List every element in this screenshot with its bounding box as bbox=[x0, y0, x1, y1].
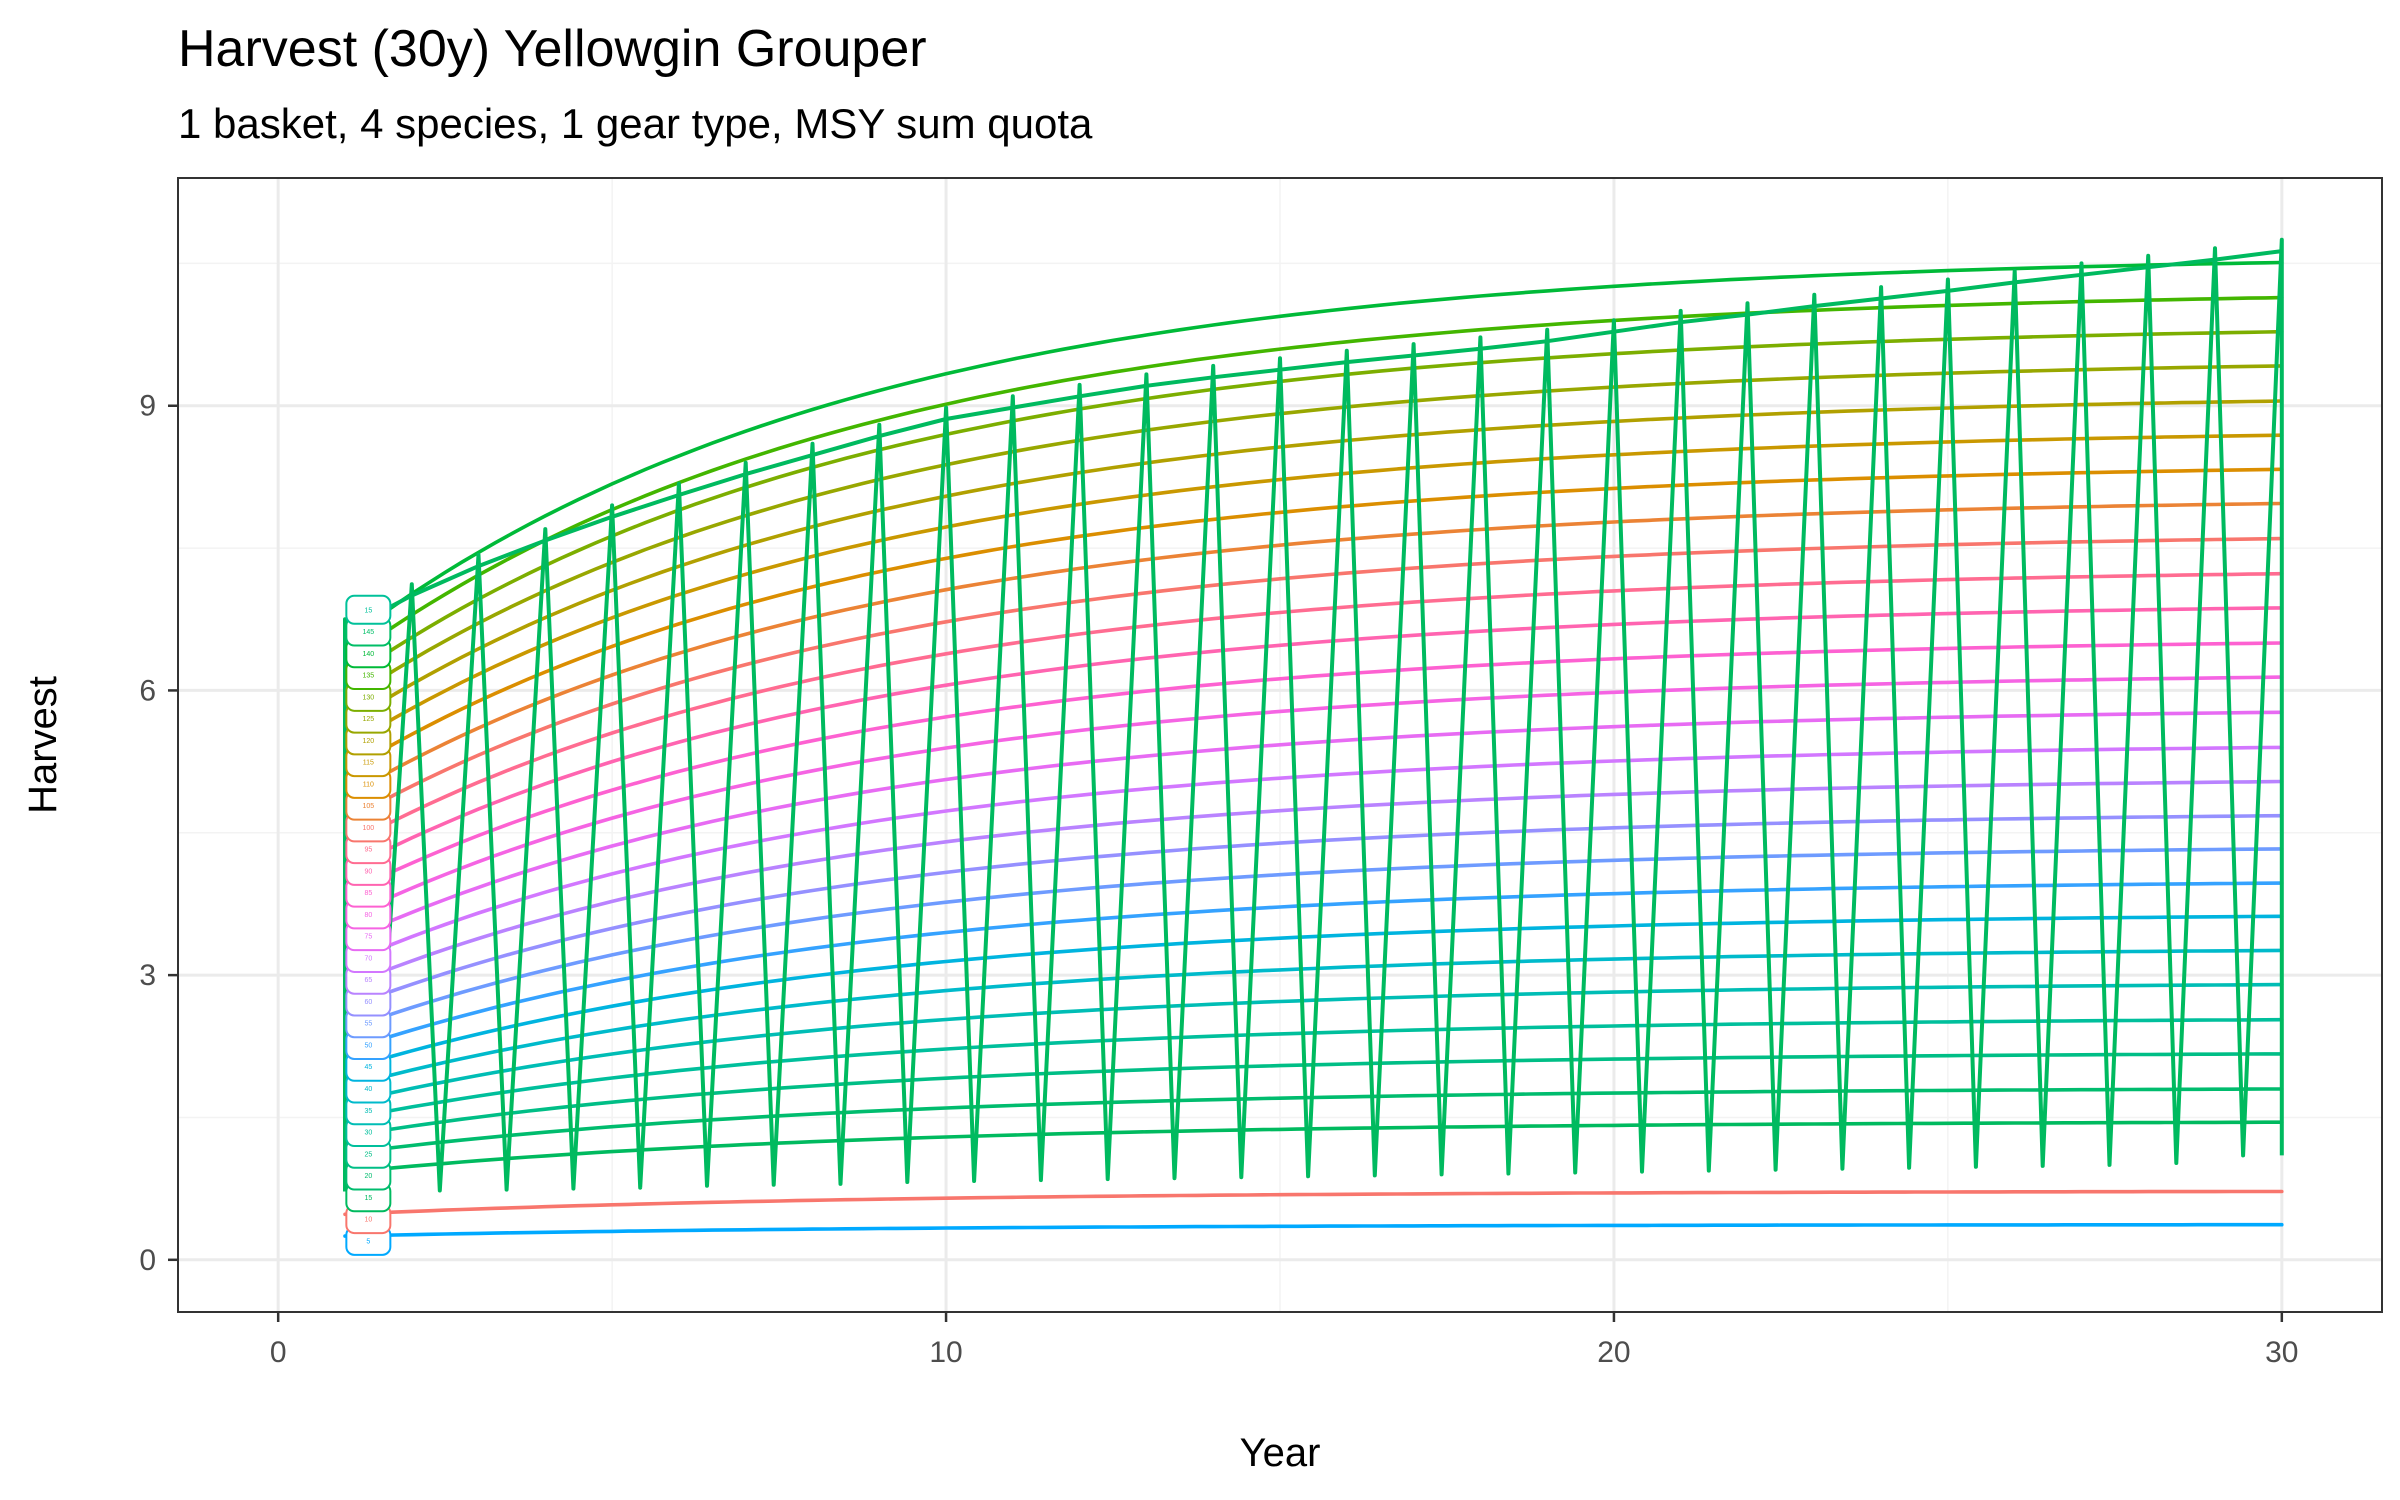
series-line bbox=[343, 948, 2284, 1089]
y-tick-label: 6 bbox=[139, 674, 156, 707]
panel-border bbox=[177, 177, 2383, 1313]
series-label: 130 bbox=[363, 694, 375, 701]
series-label: 80 bbox=[364, 912, 372, 919]
y-tick-label: 9 bbox=[139, 390, 156, 423]
series-line bbox=[343, 260, 2284, 643]
trace-envelope bbox=[344, 249, 2283, 633]
series-line bbox=[343, 1189, 2284, 1217]
series-label: 100 bbox=[363, 825, 375, 832]
series-label: 10 bbox=[364, 1217, 372, 1224]
series-label: 65 bbox=[364, 977, 372, 984]
series-line bbox=[343, 329, 2284, 683]
chart-subtitle: 1 basket, 4 species, 1 gear type, MSY su… bbox=[178, 100, 1093, 147]
x-tick-label: 20 bbox=[1597, 1336, 1630, 1369]
series-label: 25 bbox=[364, 1151, 372, 1158]
series-label: 60 bbox=[364, 999, 372, 1006]
x-tick-label: 0 bbox=[270, 1336, 287, 1369]
series-labels: 5 10 15 20 25 30 35 40 45 50 55 60 65 70 75 80 85 90 95 100… bbox=[345, 594, 392, 1256]
y-axis-title: Harvest bbox=[21, 676, 65, 814]
series-label-box bbox=[345, 594, 392, 625]
series-label: 15 bbox=[364, 1195, 372, 1202]
series-label: 90 bbox=[364, 868, 372, 875]
series-label: 45 bbox=[364, 1064, 372, 1071]
sawtooth-trace bbox=[343, 237, 2284, 1194]
chart-title: Harvest (30y) Yellowgin Grouper bbox=[178, 20, 927, 78]
y-tick-label: 3 bbox=[139, 959, 156, 992]
series-line bbox=[343, 982, 2284, 1105]
series-label: 5 bbox=[366, 1238, 370, 1245]
y-tick-label: 0 bbox=[139, 1244, 156, 1277]
series-label: 15 bbox=[364, 607, 372, 614]
series-line bbox=[343, 364, 2284, 704]
series-label: 140 bbox=[363, 651, 375, 658]
x-axis-title: Year bbox=[1240, 1431, 1321, 1475]
x-tick-label: 30 bbox=[2265, 1336, 2298, 1369]
series-label: 115 bbox=[363, 760, 374, 767]
series-line bbox=[343, 813, 2284, 1011]
series-label: 120 bbox=[363, 738, 375, 745]
series-label: 70 bbox=[364, 955, 372, 962]
series-line bbox=[343, 881, 2284, 1053]
series-label: 105 bbox=[363, 803, 375, 810]
series-line bbox=[343, 399, 2284, 727]
series-line bbox=[343, 779, 2284, 989]
series-line bbox=[343, 745, 2284, 966]
series-lines bbox=[343, 260, 2284, 1238]
series-label: 125 bbox=[363, 716, 375, 723]
series-label: 110 bbox=[363, 781, 374, 788]
series-label: 145 bbox=[363, 629, 375, 636]
series-label: 75 bbox=[364, 934, 372, 941]
series-label: 95 bbox=[364, 847, 372, 854]
series-label: 40 bbox=[364, 1086, 372, 1093]
series-label: 30 bbox=[364, 1130, 372, 1137]
series-label: 50 bbox=[364, 1042, 372, 1049]
axes: 0 10 20 30 0 3 6 9 bbox=[139, 390, 2298, 1369]
series-line bbox=[343, 710, 2284, 943]
series-label: 55 bbox=[364, 1021, 372, 1028]
series-line bbox=[343, 1222, 2284, 1238]
series-line bbox=[343, 1120, 2284, 1175]
series-line bbox=[343, 295, 2284, 662]
series-line bbox=[343, 433, 2284, 750]
x-tick-label: 10 bbox=[929, 1336, 962, 1369]
series-label: 135 bbox=[363, 673, 375, 680]
series-line bbox=[343, 847, 2284, 1032]
series-line bbox=[343, 914, 2284, 1072]
trace-line bbox=[343, 237, 2284, 1194]
series-label: 85 bbox=[364, 890, 372, 897]
series-label: 20 bbox=[364, 1173, 372, 1180]
series-line bbox=[343, 467, 2284, 774]
series-label: 35 bbox=[364, 1108, 372, 1115]
